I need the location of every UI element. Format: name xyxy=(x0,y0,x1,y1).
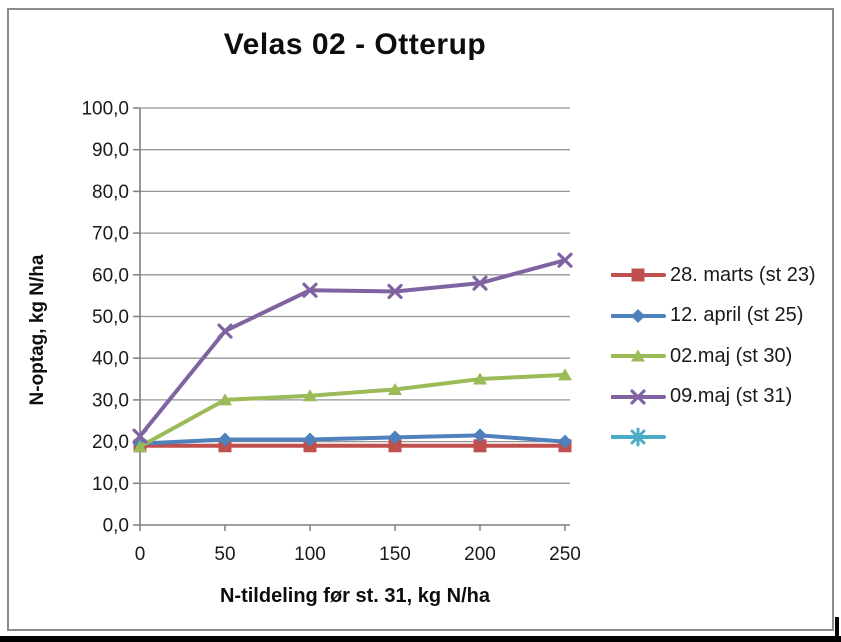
marker-triangle xyxy=(473,372,487,385)
y-tick-label: 60,0 xyxy=(92,265,129,286)
marker-triangle xyxy=(388,382,402,395)
marker-x xyxy=(472,275,488,291)
marker-asterisk xyxy=(630,427,646,447)
x-tick-label: 0 xyxy=(135,544,146,565)
marker-triangle xyxy=(558,368,572,381)
legend-label: 09.maj (st 31) xyxy=(670,385,793,408)
marker-triangle xyxy=(133,440,147,453)
marker-diamond xyxy=(303,432,317,447)
y-tick-label: 20,0 xyxy=(92,432,129,453)
series-02.maj (st 30) xyxy=(133,368,572,453)
marker-diamond xyxy=(558,434,572,449)
legend-label: 28. marts (st 23) xyxy=(670,263,816,286)
marker-triangle xyxy=(218,393,232,406)
series-line xyxy=(138,258,567,439)
marker-diamond xyxy=(218,432,232,447)
x-axis-title: N-tildeling før st. 31, kg N/ha xyxy=(219,585,491,607)
y-tick-label: 50,0 xyxy=(92,307,129,328)
marker-x xyxy=(557,252,573,268)
x-tick-label: 150 xyxy=(379,544,411,565)
marker-x xyxy=(217,323,233,339)
y-tick-label: 10,0 xyxy=(92,474,129,495)
marker-x xyxy=(302,282,318,298)
marker-square xyxy=(473,439,487,453)
screenshot-right-edge xyxy=(835,617,839,642)
legend-item-empty xyxy=(611,417,831,458)
marker-diamond xyxy=(388,430,402,445)
gridlines xyxy=(133,107,570,526)
legend-item-28-marts: 28. marts (st 23) xyxy=(611,255,831,296)
legend-swatch-asterisk-icon xyxy=(611,427,666,447)
legend-swatch-x-icon xyxy=(611,389,666,405)
series-line xyxy=(138,433,567,446)
y-tick-label: 100,0 xyxy=(81,99,129,120)
series-09.maj (st 31) xyxy=(132,252,573,444)
legend-item-02-maj: 02.maj (st 30) xyxy=(611,336,831,377)
legend: 28. marts (st 23) 12. april (st 25) 02.m… xyxy=(611,255,831,458)
legend-label: 02.maj (st 30) xyxy=(670,344,793,367)
marker-diamond xyxy=(631,308,645,323)
legend-item-09-maj: 09.maj (st 31) xyxy=(611,377,831,418)
marker-triangle xyxy=(303,389,317,402)
legend-swatch-triangle-icon xyxy=(611,349,666,362)
y-tick-label: 0,0 xyxy=(103,516,129,537)
x-tick-label: 50 xyxy=(214,544,235,565)
legend-label: 12. april (st 25) xyxy=(670,304,804,327)
marker-triangle xyxy=(631,349,645,362)
y-tick-label: 70,0 xyxy=(92,224,129,245)
marker-diamond xyxy=(473,428,487,443)
marker-square xyxy=(631,268,645,282)
chart-frame xyxy=(7,8,834,631)
x-tick-label: 200 xyxy=(464,544,496,565)
screenshot-bottom-edge xyxy=(0,636,841,642)
y-tick-label: 30,0 xyxy=(92,390,129,411)
y-tick-label: 90,0 xyxy=(92,140,129,161)
x-tick-label: 250 xyxy=(549,544,581,565)
legend-swatch-diamond-icon xyxy=(611,308,666,323)
marker-x xyxy=(630,389,646,405)
marker-x xyxy=(387,283,403,300)
y-tick-label: 40,0 xyxy=(92,349,129,370)
y-axis-title: N-optag, kg N/ha xyxy=(27,254,48,406)
series-line xyxy=(138,372,567,449)
chart-title: Velas 02 - Otterup xyxy=(223,28,487,61)
legend-item-12-april: 12. april (st 25) xyxy=(611,296,831,337)
x-tick-label: 100 xyxy=(294,544,326,565)
marker-x xyxy=(132,428,148,444)
legend-swatch-square-icon xyxy=(611,268,666,282)
y-tick-label: 80,0 xyxy=(92,182,129,203)
marker-square xyxy=(388,439,402,453)
